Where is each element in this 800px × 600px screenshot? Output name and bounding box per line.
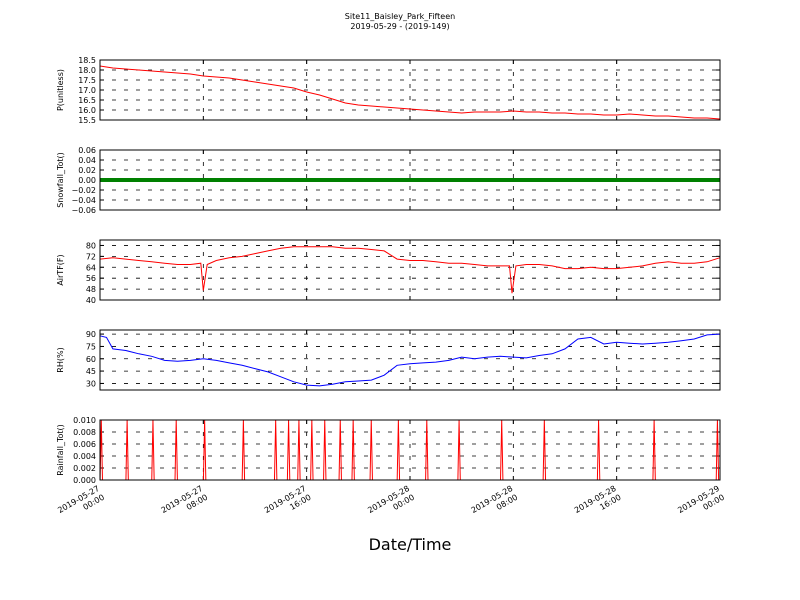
y-tick-label: 48 (86, 285, 96, 294)
y-tick-label: 0.002 (73, 464, 96, 473)
figure-title-line2: 2019-05-29 - (2019-149) (350, 22, 449, 31)
y-tick-label: 0.004 (73, 452, 96, 461)
y-tick-label: 90 (86, 330, 96, 339)
x-tick-labels: 2019-05-2700:00 2019-05-2708:00 2019-05-27… (56, 484, 726, 524)
x-tick-label: 2019-05-2708:00 (160, 484, 210, 524)
y-tick-label: −0.06 (71, 206, 96, 215)
y-axis-label: P(unitless) (56, 69, 65, 111)
x-tick-label: 2019-05-2700:00 (56, 484, 106, 524)
y-tick-label: 72 (86, 252, 96, 261)
panel-3: 80 72 64 56 48 40 AirTF(F) (56, 239, 721, 305)
x-axis-label: Date/Time (369, 535, 452, 554)
y-tick-label: 0.06 (78, 146, 96, 155)
axes-frame (99, 419, 721, 481)
y-tick-label: −0.04 (71, 196, 96, 205)
y-tick-label: 80 (86, 241, 96, 250)
y-tick-label: 18.0 (78, 66, 96, 75)
y-tick-label: 0.02 (78, 166, 96, 175)
axes-frame (99, 59, 721, 121)
y-tick-label: 15.5 (78, 116, 96, 125)
panel-2: 0.060.040.020.00−0.02−0.04−0.06 Snowfall_… (56, 146, 721, 215)
y-tick-label: 0.010 (73, 416, 96, 425)
panel-1: 18.518.017.517.016.516.015.5 P(unitless) (56, 56, 721, 125)
x-tick-label: 2019-05-2900:00 (676, 484, 726, 524)
series-line (99, 246, 721, 294)
figure-title-line1: Site11_Baisley_Park_Fifteen (345, 12, 455, 21)
x-tick-label: 2019-05-2808:00 (470, 484, 520, 524)
y-tick-label: 0.006 (73, 440, 96, 449)
y-tick-label: −0.02 (71, 186, 96, 195)
y-tick-label: 16.5 (78, 96, 96, 105)
panel-4: 90 75 60 45 30 RH(%) (56, 329, 721, 391)
x-tick-label: 2019-05-2800:00 (366, 484, 416, 524)
panel-5: 0.010 0.008 0.006 0.004 0.002 0.000 Rainfall_T… (56, 416, 721, 485)
x-tick-label: 2019-05-2716:00 (263, 484, 313, 524)
y-axis-label: RH(%) (56, 347, 65, 372)
axes-frame (99, 329, 721, 391)
y-tick-label: 18.5 (78, 56, 96, 65)
y-axis-label: Rainfall_Tot() (56, 424, 65, 476)
chart-panels: 18.518.017.517.016.516.015.5 P(unitless) 0… (56, 56, 721, 485)
y-tick-label: 0.008 (73, 428, 96, 437)
y-tick-label: 16.0 (78, 106, 96, 115)
y-axis-label: Snowfall_Tot() (56, 152, 65, 208)
y-axis-label: AirTF(F) (56, 254, 65, 285)
axes-frame (99, 239, 721, 301)
y-tick-label: 17.5 (78, 76, 96, 85)
series-line (99, 65, 721, 120)
y-tick-label: 17.0 (78, 86, 96, 95)
axes-frame (99, 149, 721, 211)
y-tick-label: 0.000 (73, 476, 96, 485)
y-tick-label: 64 (86, 263, 96, 272)
y-tick-label: 45 (86, 367, 96, 376)
y-tick-label: 0.00 (78, 176, 96, 185)
y-tick-label: 30 (86, 379, 96, 388)
y-tick-label: 75 (86, 342, 96, 351)
y-tick-label: 60 (86, 355, 96, 364)
x-tick-label: 2019-05-2816:00 (573, 484, 623, 524)
series-line (99, 333, 721, 387)
y-tick-label: 56 (86, 274, 96, 283)
y-tick-label: 0.04 (78, 156, 96, 165)
y-tick-label: 40 (86, 296, 96, 305)
